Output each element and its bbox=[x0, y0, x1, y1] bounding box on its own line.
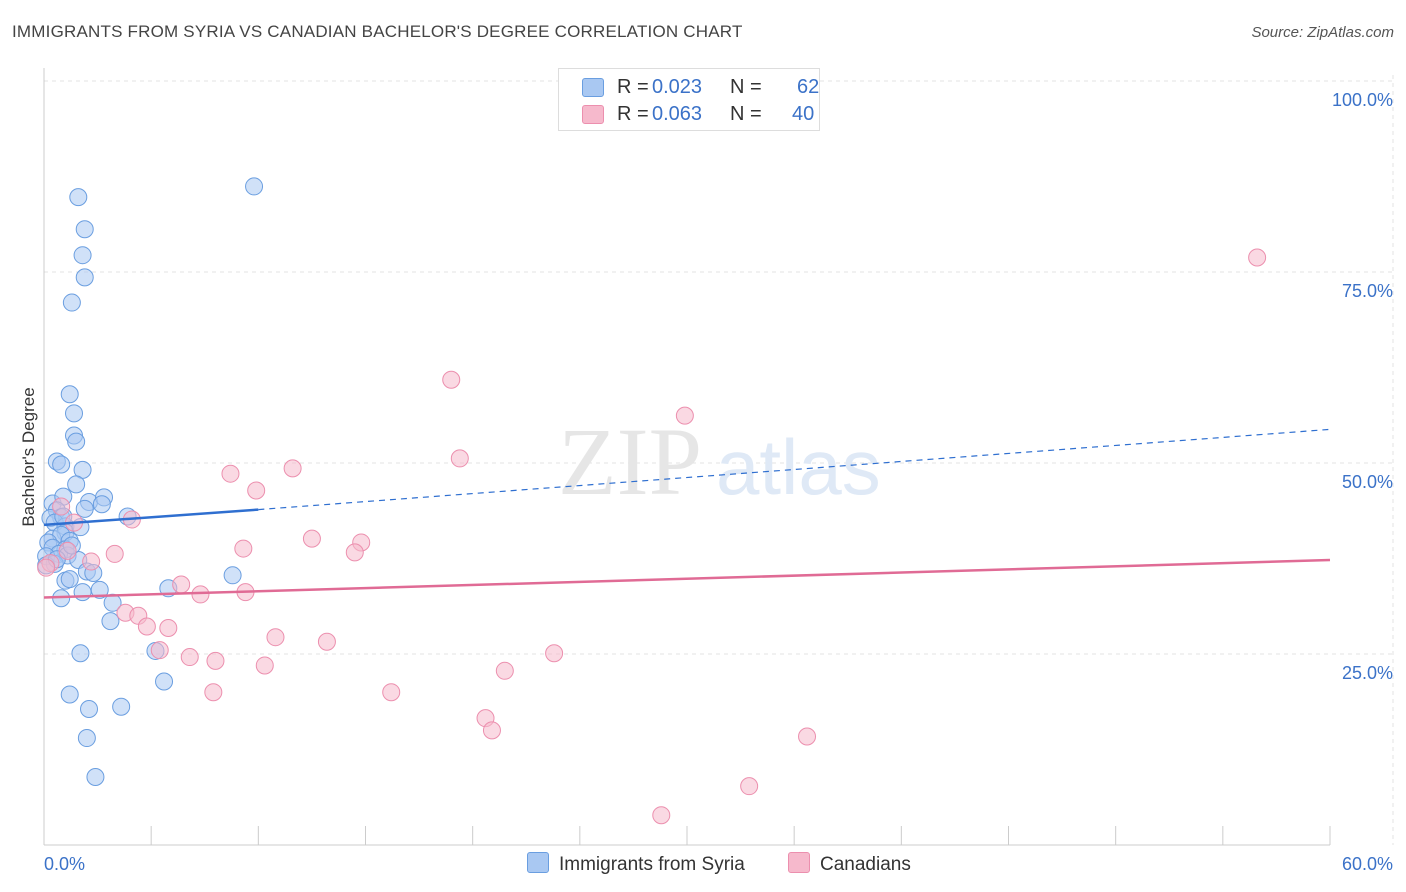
syria-point bbox=[155, 672, 174, 691]
canadians-point bbox=[204, 683, 223, 702]
legend-r-label: R = bbox=[617, 76, 649, 98]
legend-n-value: 40 bbox=[792, 103, 815, 125]
canadians-point bbox=[302, 529, 321, 548]
syria-point bbox=[69, 188, 88, 207]
canadians-point bbox=[172, 575, 191, 594]
syria-point bbox=[77, 729, 96, 748]
syria-point bbox=[62, 293, 81, 312]
y-tick-label: 25.0% bbox=[1342, 663, 1393, 683]
syria-point bbox=[75, 499, 94, 518]
syria-point bbox=[60, 685, 79, 704]
x-tick-label-min: 0.0% bbox=[44, 854, 85, 874]
syria-point bbox=[71, 644, 90, 663]
syria-point bbox=[60, 570, 79, 589]
syria-trend-line-extension bbox=[258, 428, 1331, 511]
watermark-zip: ZIP bbox=[558, 408, 702, 515]
legend-item-canadians[interactable]: Canadians bbox=[788, 852, 911, 876]
canadians-point bbox=[234, 539, 253, 558]
y-tick-label: 50.0% bbox=[1342, 472, 1393, 492]
syria-point bbox=[73, 583, 92, 602]
canadians-point bbox=[1248, 248, 1267, 267]
syria-trend-line bbox=[43, 508, 259, 527]
legend-r-value: 0.023 bbox=[652, 76, 703, 98]
canadians-point bbox=[798, 727, 817, 746]
canadians-point bbox=[37, 558, 56, 577]
chart-title: IMMIGRANTS FROM SYRIA VS CANADIAN BACHEL… bbox=[12, 22, 743, 41]
syria-point bbox=[73, 246, 92, 265]
syria-point bbox=[65, 404, 84, 423]
canadians-point bbox=[545, 644, 564, 663]
canadians-point bbox=[652, 806, 671, 825]
syria-point bbox=[245, 177, 264, 196]
syria-point bbox=[90, 580, 109, 599]
y-axis-label: Bachelor's Degree bbox=[19, 387, 38, 526]
canadians-point bbox=[82, 552, 101, 571]
syria-point bbox=[112, 697, 131, 716]
canadians-point bbox=[266, 628, 285, 647]
canadians-point bbox=[221, 464, 240, 483]
legend-r-label: R = bbox=[617, 103, 649, 125]
syria-point bbox=[60, 385, 79, 404]
canadians-point bbox=[283, 459, 302, 478]
canadians-point bbox=[159, 619, 178, 638]
syria-point bbox=[86, 768, 105, 787]
legend-n-label: N = bbox=[730, 103, 762, 125]
canadians-point bbox=[345, 543, 364, 562]
canadians-point bbox=[495, 661, 514, 680]
canadians-point bbox=[740, 777, 759, 796]
canadians-point bbox=[180, 648, 199, 667]
legend-swatch-syria bbox=[527, 852, 549, 873]
x-tick-label-max: 60.0% bbox=[1342, 854, 1393, 874]
syria-point bbox=[101, 612, 120, 631]
canadians-point bbox=[442, 370, 461, 389]
legend-swatch-syria bbox=[582, 78, 604, 97]
syria-point bbox=[223, 566, 242, 585]
syria-point bbox=[80, 700, 99, 719]
canadians-point bbox=[58, 541, 77, 560]
source-label: Source: ZipAtlas.com bbox=[1251, 24, 1394, 41]
canadians-point bbox=[450, 449, 469, 468]
canadians-trend-line bbox=[43, 558, 1331, 599]
legend-label-canadians: Canadians bbox=[820, 854, 911, 875]
legend-item-syria[interactable]: Immigrants from Syria bbox=[527, 852, 745, 876]
syria-point bbox=[92, 495, 111, 514]
canadians-point bbox=[255, 656, 274, 675]
y-tick-label: 75.0% bbox=[1342, 281, 1393, 301]
canadians-point bbox=[191, 585, 210, 604]
canadians-point bbox=[52, 497, 71, 516]
canadians-point bbox=[482, 721, 501, 740]
legend-n-value: 62 bbox=[797, 76, 820, 98]
canadians-point bbox=[247, 481, 266, 500]
syria-point bbox=[75, 268, 94, 287]
canadians-point bbox=[675, 406, 694, 425]
legend-swatch-canadians bbox=[582, 105, 604, 124]
legend-r-value: 0.063 bbox=[652, 103, 703, 125]
axes-layer: 25.0% 50.0% 75.0% 100.0% bbox=[43, 68, 1393, 846]
legend-label-syria: Immigrants from Syria bbox=[559, 854, 745, 875]
syria-point bbox=[75, 220, 94, 239]
canadians-point bbox=[317, 632, 336, 651]
canadians-point bbox=[206, 651, 225, 670]
canadians-point bbox=[382, 683, 401, 702]
trend-layer bbox=[43, 428, 1331, 599]
canadians-point bbox=[105, 544, 124, 563]
correlation-legend: R = 0.023 N = 62 R = 0.063 N = 40 bbox=[558, 68, 820, 131]
watermark-atlas: atlas bbox=[716, 423, 881, 511]
y-tick-label: 100.0% bbox=[1332, 90, 1393, 110]
points-layer bbox=[37, 177, 1267, 825]
legend-n-label: N = bbox=[730, 76, 762, 98]
syria-point bbox=[67, 475, 86, 494]
canadians-point bbox=[150, 641, 169, 660]
legend-swatch-canadians bbox=[788, 852, 810, 873]
syria-point bbox=[67, 432, 86, 451]
canadians-point bbox=[137, 617, 156, 636]
syria-point bbox=[52, 455, 71, 474]
